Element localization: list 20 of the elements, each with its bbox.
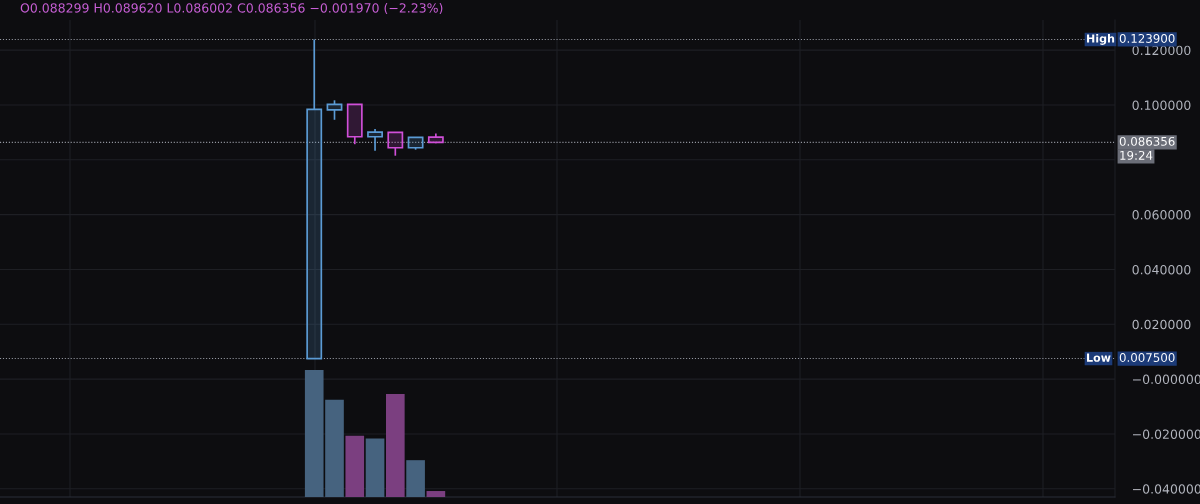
y-tick-label: 0.020000 — [1132, 319, 1191, 330]
text: 0.007500 — [1119, 353, 1175, 362]
text: 0.086356 — [1119, 136, 1175, 146]
ref-line-label: High — [1087, 34, 1115, 45]
bar — [365, 438, 385, 497]
y-tick-label: 0.060000 — [1132, 210, 1191, 220]
y-tick-label: −0.000000 — [1132, 374, 1200, 385]
bar — [385, 393, 405, 497]
y-tick-label: −0.020000 — [1132, 429, 1200, 439]
ref-line-label: Low — [1087, 353, 1111, 362]
y-tick-label: 0.100000 — [1132, 100, 1191, 110]
bar — [406, 460, 425, 497]
chart-title: O0.088299 H0.089620 L0.086002 C0.086356 −0.001970 (−2.23%) — [20, 2, 443, 15]
y-tick-label: 0.040000 — [1132, 264, 1191, 275]
y-tick-label: −0.040000 — [1132, 484, 1200, 494]
bar — [426, 491, 446, 497]
y-tick-label: 0.120000 — [1132, 45, 1191, 56]
bar — [345, 435, 365, 497]
text: 0.123900 — [1119, 33, 1175, 43]
text: 19:24 — [1120, 150, 1153, 160]
